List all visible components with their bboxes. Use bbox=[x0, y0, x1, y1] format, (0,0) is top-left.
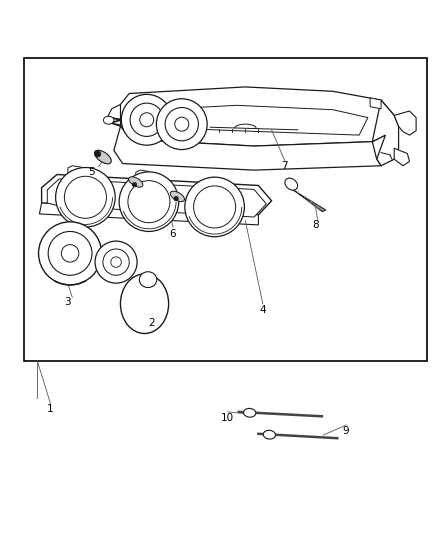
Ellipse shape bbox=[95, 151, 101, 157]
Polygon shape bbox=[114, 126, 381, 170]
Polygon shape bbox=[107, 104, 120, 126]
Polygon shape bbox=[370, 98, 381, 109]
Text: 7: 7 bbox=[281, 161, 288, 171]
Ellipse shape bbox=[111, 257, 121, 268]
Ellipse shape bbox=[61, 245, 79, 262]
Ellipse shape bbox=[48, 231, 92, 275]
Ellipse shape bbox=[194, 186, 236, 228]
Text: 10: 10 bbox=[221, 413, 234, 423]
Ellipse shape bbox=[132, 182, 137, 187]
Ellipse shape bbox=[64, 176, 106, 219]
Text: 6: 6 bbox=[170, 229, 177, 239]
Ellipse shape bbox=[56, 167, 115, 227]
Text: 2: 2 bbox=[148, 318, 155, 328]
Polygon shape bbox=[131, 106, 368, 135]
Ellipse shape bbox=[139, 272, 157, 287]
Ellipse shape bbox=[119, 172, 179, 231]
Polygon shape bbox=[39, 203, 258, 225]
Ellipse shape bbox=[39, 222, 102, 285]
Ellipse shape bbox=[170, 191, 184, 201]
Polygon shape bbox=[136, 170, 149, 181]
Ellipse shape bbox=[128, 181, 170, 223]
Ellipse shape bbox=[120, 274, 169, 334]
Text: 4: 4 bbox=[259, 305, 266, 316]
Polygon shape bbox=[394, 111, 416, 135]
Polygon shape bbox=[394, 148, 410, 166]
Ellipse shape bbox=[95, 241, 137, 283]
Polygon shape bbox=[372, 100, 399, 166]
Text: 9: 9 bbox=[343, 426, 350, 436]
Polygon shape bbox=[288, 185, 326, 212]
Ellipse shape bbox=[175, 117, 189, 131]
Ellipse shape bbox=[174, 197, 178, 201]
Ellipse shape bbox=[130, 103, 163, 136]
Text: 1: 1 bbox=[47, 404, 54, 414]
Text: 5: 5 bbox=[88, 167, 95, 177]
Ellipse shape bbox=[156, 99, 207, 150]
Ellipse shape bbox=[244, 408, 256, 417]
Ellipse shape bbox=[165, 108, 198, 141]
Ellipse shape bbox=[285, 178, 297, 190]
Ellipse shape bbox=[103, 249, 129, 275]
Polygon shape bbox=[47, 179, 266, 217]
Ellipse shape bbox=[103, 116, 114, 124]
Ellipse shape bbox=[129, 177, 143, 187]
Ellipse shape bbox=[121, 94, 172, 145]
Ellipse shape bbox=[95, 150, 111, 164]
Bar bbox=[24, 59, 427, 361]
Text: 3: 3 bbox=[64, 296, 71, 306]
Ellipse shape bbox=[263, 430, 276, 439]
Polygon shape bbox=[120, 87, 394, 146]
Ellipse shape bbox=[140, 113, 154, 127]
Ellipse shape bbox=[185, 177, 244, 237]
Polygon shape bbox=[42, 174, 272, 215]
Text: 8: 8 bbox=[312, 220, 319, 230]
Polygon shape bbox=[68, 166, 81, 177]
